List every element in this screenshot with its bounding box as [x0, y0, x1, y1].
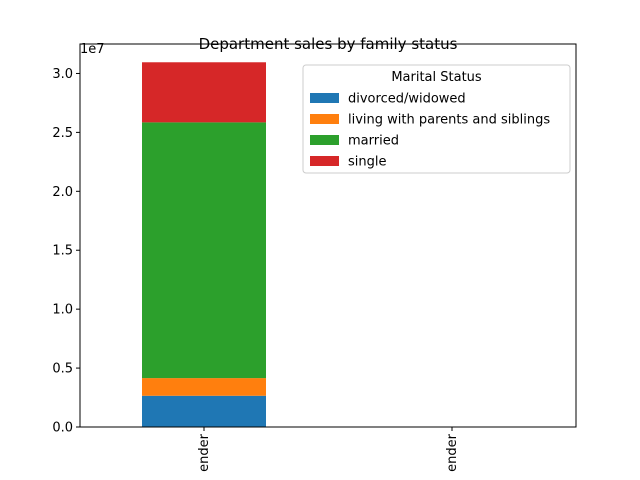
y-axis-offset-label: 1e7 [80, 42, 105, 57]
legend-swatch [310, 93, 339, 103]
legend: Marital Status divorced/widowed living wit… [302, 64, 571, 174]
x-axis: ender ender [197, 427, 460, 472]
legend-box [302, 64, 571, 174]
chart-title: Department sales by family status [199, 35, 458, 53]
legend-entry-label: divorced/widowed [348, 92, 466, 107]
y-tick-label: 0.0 [52, 421, 73, 436]
bar-segment-married-0 [142, 122, 266, 379]
legend-swatch [310, 114, 339, 124]
bar-segment-living-with-parents-and-siblings-0 [142, 378, 266, 396]
bar-segment-single-0 [142, 62, 266, 123]
x-tick-label: ender [197, 433, 212, 471]
y-tick-label: 1.0 [52, 303, 73, 318]
legend-entry-label: living with parents and siblings [348, 113, 550, 128]
y-tick-label: 2.5 [52, 126, 73, 141]
legend-title: Marital Status [391, 70, 482, 85]
y-tick-label: 2.0 [52, 185, 73, 200]
bars-layer [142, 62, 266, 427]
legend-swatch [310, 156, 339, 166]
x-tick-label: ender [445, 433, 460, 471]
legend-swatch [310, 135, 339, 145]
bar-segment-divorced-widowed-0 [142, 395, 266, 427]
y-tick-label: 1.5 [52, 244, 73, 259]
y-axis: 0.0 0.5 1.0 1.5 2.0 2.5 3.0 [52, 67, 80, 436]
legend-entry-label: married [348, 134, 399, 149]
y-tick-label: 0.5 [52, 362, 73, 377]
legend-entry-label: single [348, 155, 387, 170]
y-tick-label: 3.0 [52, 67, 73, 82]
plot-frame [79, 43, 577, 428]
